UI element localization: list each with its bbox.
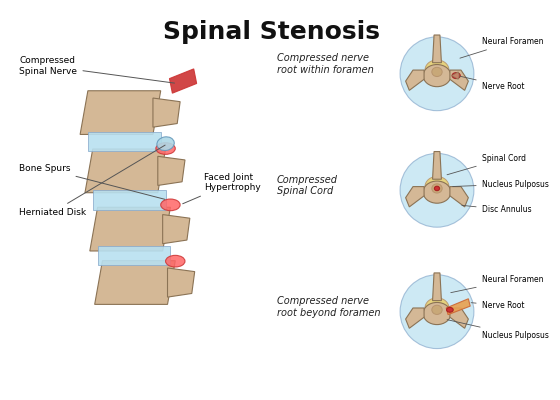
Ellipse shape — [157, 137, 174, 150]
Polygon shape — [95, 261, 175, 304]
Text: Neural Foramen: Neural Foramen — [451, 275, 543, 293]
Ellipse shape — [161, 199, 180, 211]
Text: Nucleus Pulposus: Nucleus Pulposus — [447, 320, 549, 340]
Polygon shape — [450, 70, 468, 90]
Wedge shape — [452, 72, 459, 79]
Polygon shape — [450, 308, 468, 328]
Polygon shape — [405, 308, 424, 328]
Text: Compressed
Spinal Cord: Compressed Spinal Cord — [277, 175, 338, 196]
Polygon shape — [446, 299, 470, 315]
Polygon shape — [405, 70, 424, 90]
Text: Nerve Root: Nerve Root — [471, 301, 524, 310]
Polygon shape — [88, 132, 161, 152]
Text: Bone Spurs: Bone Spurs — [20, 164, 165, 199]
Ellipse shape — [435, 186, 440, 191]
Ellipse shape — [423, 302, 451, 324]
Text: Spinal Stenosis: Spinal Stenosis — [164, 20, 380, 44]
Polygon shape — [85, 149, 166, 193]
Text: Compressed nerve
root beyond foramen: Compressed nerve root beyond foramen — [277, 296, 380, 318]
Polygon shape — [93, 190, 166, 210]
Polygon shape — [167, 268, 195, 297]
Polygon shape — [450, 186, 468, 207]
Circle shape — [400, 275, 474, 348]
Polygon shape — [158, 156, 185, 186]
Ellipse shape — [452, 73, 460, 78]
Text: Nucleus Pulposus: Nucleus Pulposus — [452, 180, 549, 188]
Text: Compressed nerve
root within foramen: Compressed nerve root within foramen — [277, 53, 374, 75]
Polygon shape — [432, 152, 441, 179]
Text: Neural Foramen: Neural Foramen — [460, 37, 543, 58]
Polygon shape — [432, 35, 441, 63]
Ellipse shape — [446, 308, 453, 312]
Ellipse shape — [432, 67, 442, 76]
Ellipse shape — [432, 184, 442, 193]
Ellipse shape — [166, 255, 185, 267]
Polygon shape — [97, 246, 170, 265]
Polygon shape — [90, 207, 170, 251]
Text: Herniated Disk: Herniated Disk — [20, 145, 165, 216]
Ellipse shape — [156, 143, 175, 154]
Text: Nerve Root: Nerve Root — [460, 76, 524, 90]
Circle shape — [400, 153, 474, 227]
Ellipse shape — [423, 181, 451, 203]
Ellipse shape — [423, 64, 451, 87]
Polygon shape — [162, 214, 190, 244]
Ellipse shape — [432, 305, 442, 314]
Polygon shape — [405, 186, 424, 207]
Circle shape — [400, 37, 474, 111]
Text: Compressed
Spinal Nerve: Compressed Spinal Nerve — [20, 56, 175, 83]
Ellipse shape — [425, 60, 449, 80]
Text: Faced Joint
Hypertrophy: Faced Joint Hypertrophy — [183, 173, 260, 204]
Ellipse shape — [425, 176, 449, 197]
Text: Spinal Cord: Spinal Cord — [447, 154, 526, 175]
Polygon shape — [153, 98, 180, 127]
Ellipse shape — [425, 298, 449, 318]
Polygon shape — [170, 69, 197, 93]
Text: Disc Annulus: Disc Annulus — [462, 205, 531, 214]
Polygon shape — [80, 91, 161, 134]
Polygon shape — [432, 273, 441, 301]
